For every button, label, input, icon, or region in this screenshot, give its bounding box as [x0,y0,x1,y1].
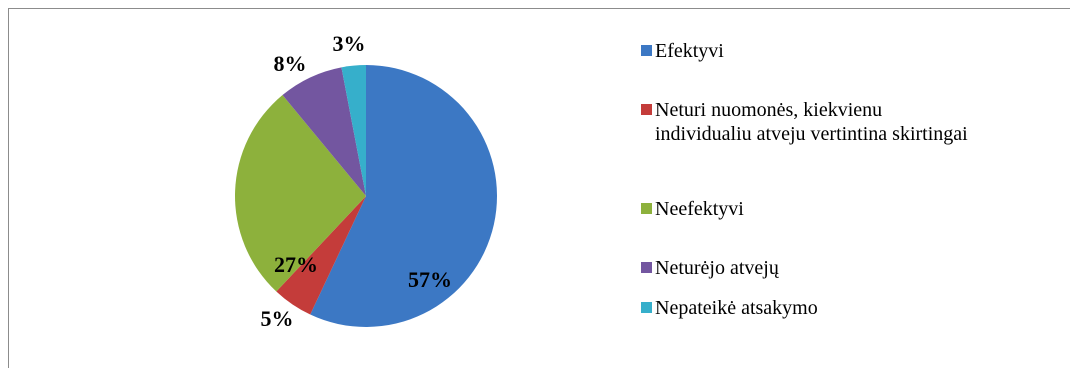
legend-item-4: Neturėjo atvejų [641,257,780,279]
legend-item-2: Neturi nuomonės, kiekvienu individualiu a… [641,99,968,145]
legend: Efektyvi Neturi nuomonės, kiekvienu indivi… [641,40,968,319]
legend-swatch-2 [641,104,652,115]
pie-slice-5 [341,65,366,196]
legend-label-4: Neturėjo atvejų [655,257,780,279]
pie-slice-3 [235,95,366,292]
legend-item-3: Neefektyvi [641,198,744,220]
pie-slice-2 [276,196,366,315]
legend-label-1: Efektyvi [655,40,724,62]
data-label-3: 27% [274,252,318,277]
legend-swatch-1 [641,45,652,56]
legend-swatch-5 [641,302,652,313]
data-label-4: 8% [274,51,307,76]
chart-area [8,8,1070,368]
legend-swatch-4 [641,262,652,273]
legend-item-1: Efektyvi [641,40,724,62]
pie-slice-1 [310,65,498,327]
legend-item-5: Nepateikė atsakymo [641,297,818,319]
pie-slice-4 [282,67,366,196]
data-label-2: 5% [261,306,294,331]
data-label-5: 3% [333,31,366,56]
legend-label-2: Neturi nuomonės, kiekvienu individualiu a… [655,99,968,145]
legend-label-5: Nepateikė atsakymo [655,297,818,319]
legend-swatch-3 [641,203,652,214]
pie-slices [235,65,498,327]
pie-data-labels: 57% 5% 27% 8% 3% [261,31,453,331]
legend-label-3: Neefektyvi [655,198,744,220]
data-label-1: 57% [408,267,452,292]
